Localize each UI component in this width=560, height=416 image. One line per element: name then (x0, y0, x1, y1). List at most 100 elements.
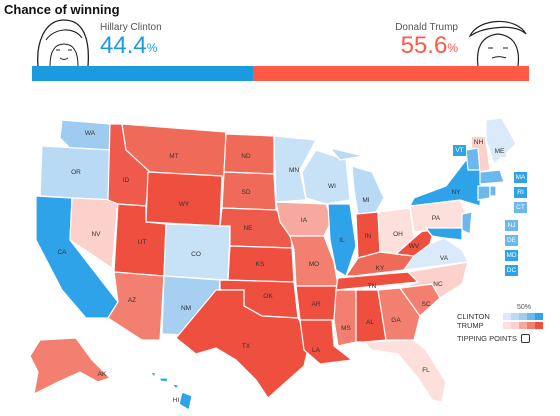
state-ct[interactable] (477, 185, 491, 201)
label-ne: NE (243, 225, 253, 232)
clinton-pct: 44.4% (100, 32, 158, 59)
clinton-portrait-icon (37, 19, 90, 66)
label-nc: NC (433, 281, 443, 288)
state-ak[interactable] (29, 337, 112, 396)
label-mi: MI (362, 197, 369, 204)
legend-row-tipping: TIPPING POINTS (457, 334, 543, 343)
legend-swatch (511, 313, 519, 320)
callout-de[interactable]: DE (505, 235, 518, 246)
label-in: IN (365, 233, 372, 240)
page-title: Chance of winning (4, 2, 120, 17)
state-wi[interactable] (301, 149, 351, 205)
legend-swatch (519, 322, 527, 329)
legend-swatch (527, 313, 535, 320)
callout-me[interactable]: ME (493, 146, 506, 157)
callout-ri[interactable]: RI (514, 187, 527, 198)
legend-tipping-label: TIPPING POINTS (457, 334, 518, 343)
state-ma[interactable] (479, 169, 505, 185)
label-sd: SD (241, 189, 250, 196)
callout-ma[interactable]: MA (514, 172, 527, 183)
legend-scale: 50% 90 (517, 304, 560, 311)
label-id: ID (123, 177, 130, 184)
label-ia: IA (301, 217, 308, 224)
legend-swatch (535, 313, 543, 320)
label-va: VA (440, 255, 449, 262)
clinton-summary: Hillary Clinton 44.4% (100, 22, 162, 59)
trump-portrait-icon (468, 20, 527, 66)
label-wv: WV (409, 243, 420, 250)
label-ak: AK (98, 371, 107, 378)
label-wa: WA (85, 130, 96, 137)
callout-dc[interactable]: DC (505, 265, 518, 276)
label-wy: WY (179, 201, 190, 208)
legend-swatch (503, 322, 511, 329)
clinton-probability-bar (32, 66, 253, 81)
label-ga: GA (391, 317, 401, 324)
label-nv: NV (91, 231, 101, 238)
trump-name: Donald Trump (395, 22, 458, 33)
legend-row-trump: TRUMP (457, 321, 543, 330)
label-fl: FL (422, 367, 430, 374)
label-la: LA (312, 347, 321, 354)
label-or: OR (71, 169, 81, 176)
state-wy[interactable] (145, 171, 223, 227)
state-fl[interactable] (362, 339, 447, 403)
label-oh: OH (393, 231, 403, 238)
state-az[interactable] (107, 271, 165, 341)
state-la[interactable] (299, 319, 354, 365)
tipping-point-toggle[interactable] (521, 334, 531, 343)
state-mn[interactable] (273, 135, 317, 203)
legend-row-clinton: CLINTON (457, 312, 543, 321)
label-hi: HI (173, 397, 180, 404)
label-mt: MT (169, 153, 178, 160)
callout-ct[interactable]: CT (514, 202, 527, 213)
callout-nj[interactable]: NJ (505, 220, 518, 231)
label-wi: WI (328, 183, 336, 190)
callout-vt[interactable]: VT (453, 145, 466, 156)
us-electoral-map[interactable]: WA OR CA NV ID MT WY UT CO AZ NM ND SD N… (0, 90, 560, 416)
state-nv[interactable] (69, 197, 119, 270)
state-me[interactable] (485, 117, 517, 166)
label-il: IL (339, 237, 345, 244)
legend-swatch (535, 322, 543, 329)
label-nd: ND (241, 153, 251, 160)
trump-probability-bar (253, 66, 529, 81)
label-mn: MN (289, 167, 299, 174)
legend-clinton-label: CLINTON (457, 312, 490, 321)
label-pa: PA (432, 215, 441, 222)
legend-swatch (503, 313, 511, 320)
label-tx: TX (242, 343, 251, 350)
map-legend: 50% 90 CLINTON TRUMP TIPPING POINTS (457, 304, 543, 343)
callout-md[interactable]: MD (505, 250, 518, 261)
label-ar: AR (311, 301, 320, 308)
label-nm: NM (181, 305, 191, 312)
legend-trump-label: TRUMP (457, 321, 484, 330)
label-ks: KS (256, 261, 265, 268)
label-az: AZ (128, 297, 136, 304)
trump-summary: Donald Trump 55.6% (395, 22, 458, 59)
label-ut: UT (138, 239, 147, 246)
label-ca: CA (57, 249, 67, 256)
label-al: AL (366, 319, 374, 326)
label-ky: KY (376, 265, 385, 272)
state-nc[interactable] (399, 261, 469, 299)
state-tx[interactable] (175, 289, 311, 399)
legend-swatch (519, 313, 527, 320)
label-ok: OK (263, 293, 273, 300)
label-sc: SC (421, 301, 430, 308)
legend-swatch (511, 322, 519, 329)
state-ga[interactable] (377, 287, 421, 341)
trump-pct: 55.6% (400, 32, 458, 59)
state-hi[interactable] (148, 371, 193, 411)
legend-scale-low: 50% (517, 304, 532, 311)
state-nj[interactable] (461, 211, 473, 235)
state-md[interactable] (424, 227, 463, 241)
state-ms[interactable] (333, 289, 357, 347)
label-mo: MO (309, 261, 319, 268)
callout-nh[interactable]: NH (472, 137, 485, 148)
state-ri[interactable] (489, 185, 497, 197)
label-ny: NY (451, 189, 461, 196)
label-tn: TN (368, 283, 377, 290)
label-ms: MS (341, 325, 351, 332)
label-co: CO (191, 251, 201, 258)
